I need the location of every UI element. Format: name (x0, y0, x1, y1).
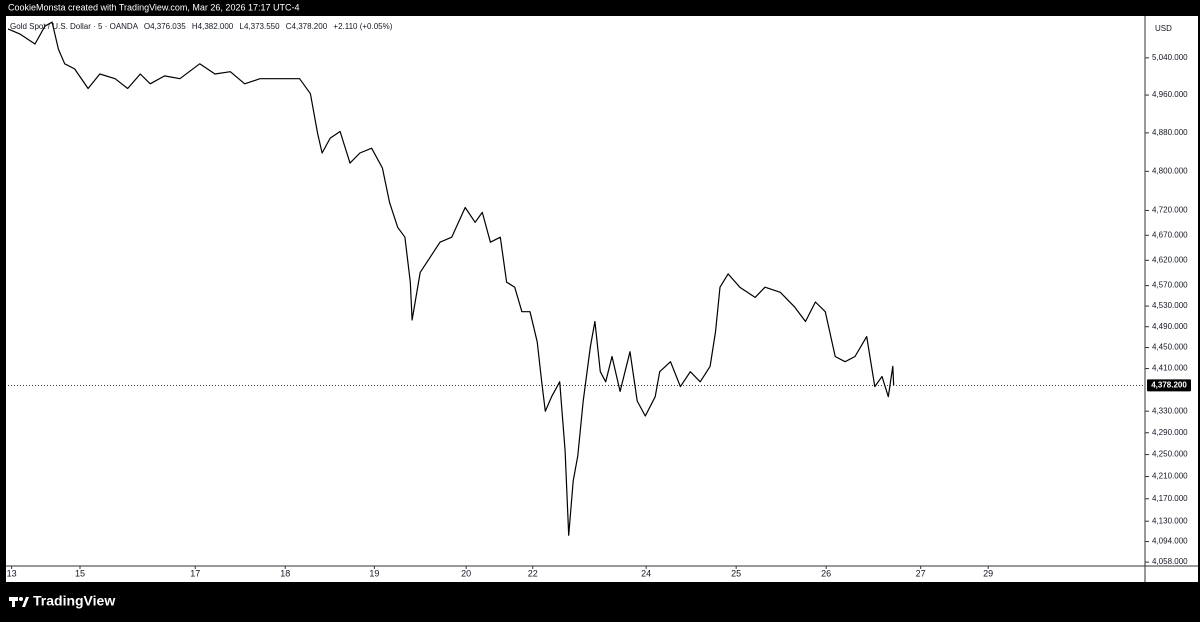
y-tick-label: 4,570.000 (1152, 281, 1188, 290)
y-tick-label: 4,450.000 (1152, 343, 1188, 352)
ohlc-change: +2.110 (+0.05%) (333, 22, 392, 31)
x-tick-label: 13 (7, 568, 17, 578)
y-tick-label: 4,170.000 (1152, 494, 1188, 503)
y-tick-label: 4,530.000 (1152, 301, 1188, 310)
logo-mark (19, 597, 23, 601)
logo-mark (22, 597, 29, 607)
symbol-title: Gold Spot / U.S. Dollar · 5 · OANDA (10, 22, 139, 31)
brand: TradingView (33, 593, 115, 609)
logo-mark (12, 597, 15, 607)
y-tick-label: 4,058.000 (1152, 557, 1188, 566)
ohlc-high: H4,382.000 (192, 22, 234, 31)
x-tick-label: 27 (916, 568, 926, 578)
x-tick-label: 15 (75, 568, 85, 578)
price-line (7, 21, 895, 536)
last-price-tag (1147, 379, 1191, 392)
ohlc-low: L4,373.550 (240, 22, 281, 31)
y-tick-label: 4,800.000 (1152, 166, 1188, 175)
symbol-header: Gold Spot / U.S. Dollar · 5 · OANDA O4,3… (10, 22, 393, 31)
y-tick-label: 4,290.000 (1152, 428, 1188, 437)
y-tick-label: 4,490.000 (1152, 322, 1188, 331)
x-tick-label: 17 (190, 568, 200, 578)
y-tick-label: 4,620.000 (1152, 255, 1188, 264)
x-tick-label: 24 (641, 568, 651, 578)
y-tick-label: 4,250.000 (1152, 450, 1188, 459)
ohlc-close: C4,378.200 (286, 22, 328, 31)
y-tick-label: 4,880.000 (1152, 128, 1188, 137)
x-tick-label: 20 (461, 568, 471, 578)
y-tick-label: 5,040.000 (1152, 53, 1188, 62)
x-tick-label: 29 (983, 568, 993, 578)
last-price-label: 4,378.200 (1151, 381, 1187, 390)
y-tick-label: 4,670.000 (1152, 230, 1188, 239)
x-tick-label: 18 (280, 568, 290, 578)
y-tick-label: 4,094.000 (1152, 537, 1188, 546)
x-tick-label: 25 (731, 568, 741, 578)
y-tick-label: 4,210.000 (1152, 472, 1188, 481)
chart-panel (6, 16, 1198, 582)
y-tick-label: 4,330.000 (1152, 406, 1188, 415)
x-tick-label: 19 (369, 568, 379, 578)
y-tick-label: 4,410.000 (1152, 364, 1188, 373)
brand-logo (9, 597, 29, 607)
attribution: CookieMonsta created with TradingView.co… (8, 2, 299, 12)
y-tick-label: 4,130.000 (1152, 516, 1188, 525)
y-tick-label: 4,720.000 (1152, 206, 1188, 215)
currency-label: USD (1155, 24, 1172, 33)
ohlc-open: O4,376.035 (144, 22, 186, 31)
x-tick-label: 22 (528, 568, 538, 578)
x-tick-label: 26 (821, 568, 831, 578)
y-tick-label: 4,960.000 (1152, 90, 1188, 99)
